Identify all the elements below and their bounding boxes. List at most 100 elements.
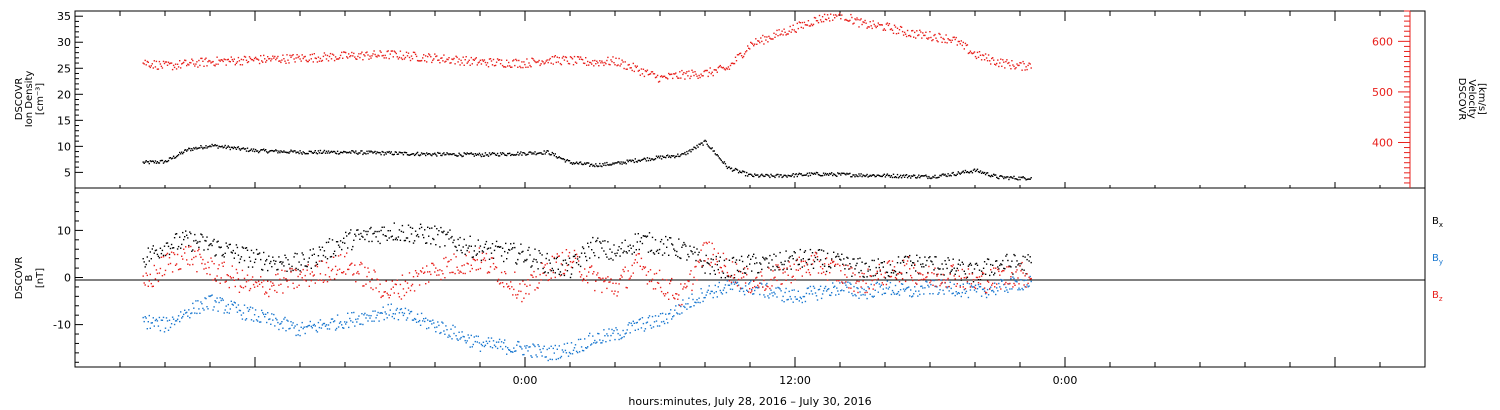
bx-point xyxy=(1023,269,1025,271)
velocity-point xyxy=(903,31,906,34)
velocity-point xyxy=(241,64,244,66)
density-point xyxy=(862,174,864,176)
by-point xyxy=(928,286,930,288)
velocity-point xyxy=(712,74,714,77)
density-point xyxy=(345,151,347,153)
density-point xyxy=(908,175,910,177)
bz-point xyxy=(439,269,441,271)
bx-point xyxy=(993,274,995,276)
bx-point xyxy=(452,241,454,244)
density-point xyxy=(229,148,231,151)
bz-point xyxy=(838,280,840,282)
velocity-point xyxy=(619,65,621,67)
velocity-point xyxy=(786,33,788,35)
bx-point xyxy=(816,258,819,261)
velocity-point xyxy=(501,64,504,67)
density-point xyxy=(726,167,729,170)
bz-point xyxy=(965,276,968,279)
by-point xyxy=(358,315,360,317)
bz-point xyxy=(473,258,475,261)
bz-point xyxy=(835,263,837,266)
bx-point xyxy=(521,251,523,253)
velocity-point xyxy=(929,31,931,33)
density-point xyxy=(748,173,750,176)
by-point xyxy=(562,351,565,353)
velocity-point xyxy=(275,58,277,61)
bz-point xyxy=(699,258,701,261)
velocity-point xyxy=(673,73,675,75)
bx-point xyxy=(251,266,254,268)
density-series xyxy=(142,139,1032,181)
by-point xyxy=(261,309,263,312)
bx-point xyxy=(949,272,951,274)
density-point xyxy=(269,150,271,152)
velocity-point xyxy=(325,58,328,60)
velocity-point xyxy=(165,61,168,63)
velocity-point xyxy=(392,56,394,58)
bz-point xyxy=(1026,273,1028,275)
bx-point xyxy=(854,268,856,270)
bz-point xyxy=(572,260,575,263)
bx-point xyxy=(220,246,222,248)
by-point xyxy=(391,315,393,318)
bz-point xyxy=(559,275,562,277)
density-point xyxy=(933,176,935,179)
density-point xyxy=(753,175,755,178)
velocity-point xyxy=(210,62,212,64)
bz-point xyxy=(742,276,745,278)
bz-point xyxy=(508,285,510,287)
density-point xyxy=(608,164,610,166)
bx-point xyxy=(981,273,984,275)
by-point xyxy=(520,346,522,348)
bz-point xyxy=(829,272,831,274)
by-point xyxy=(760,282,762,284)
bx-point xyxy=(526,258,528,261)
by-point xyxy=(233,301,235,303)
density-point xyxy=(275,149,277,151)
by-point xyxy=(752,293,754,295)
bz-point xyxy=(350,263,352,265)
bz-point xyxy=(718,272,720,274)
bz-point xyxy=(517,293,519,296)
bx-point xyxy=(460,249,462,252)
bz-point xyxy=(783,267,785,270)
bx-point xyxy=(862,275,864,278)
by-point xyxy=(886,280,889,282)
bz-point xyxy=(727,274,730,277)
bz-point xyxy=(486,272,489,274)
bx-point xyxy=(627,245,629,248)
density-point xyxy=(788,175,790,177)
velocity-point xyxy=(333,59,336,62)
bz-point xyxy=(477,268,479,271)
density-point xyxy=(921,175,923,177)
bz-point xyxy=(144,284,146,286)
velocity-point xyxy=(769,37,771,39)
bx-point xyxy=(532,260,534,263)
by-point xyxy=(232,304,234,306)
density-point xyxy=(644,158,647,160)
velocity-point xyxy=(643,75,646,78)
bz-point xyxy=(267,280,269,282)
velocity-point xyxy=(175,68,178,70)
bx-point xyxy=(562,259,565,262)
density-point xyxy=(914,174,916,177)
density-point xyxy=(932,175,934,178)
velocity-point xyxy=(174,63,177,65)
density-point xyxy=(777,173,779,176)
velocity-point xyxy=(311,53,313,56)
by-point xyxy=(264,316,266,318)
bz-point xyxy=(926,276,928,278)
bx-point xyxy=(418,227,421,230)
velocity-point xyxy=(917,34,919,37)
by-point xyxy=(186,311,188,314)
velocity-point xyxy=(994,63,996,65)
bx-point xyxy=(423,236,425,239)
velocity-point xyxy=(352,55,354,57)
bz-point xyxy=(802,260,804,262)
bx-point xyxy=(291,265,293,268)
bx-point xyxy=(366,233,368,236)
velocity-point xyxy=(171,68,174,71)
bz-point xyxy=(751,290,753,292)
by-point xyxy=(176,318,179,320)
by-point xyxy=(823,287,826,290)
